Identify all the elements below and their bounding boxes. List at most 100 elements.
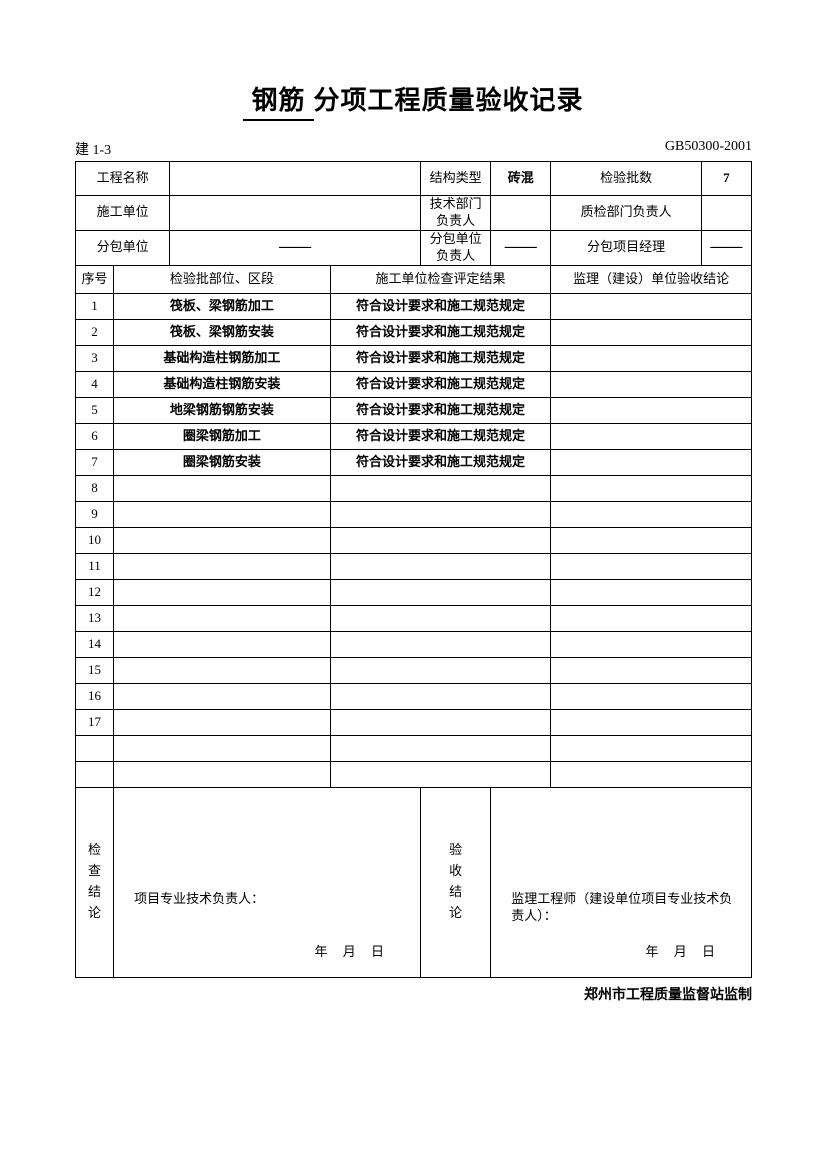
check-date: 年 月 日 (314, 944, 390, 961)
row-seq: 7 (76, 449, 114, 475)
row-conclusion (551, 709, 752, 735)
meta-right: GB50300-2001 (665, 139, 752, 159)
row-result (330, 553, 551, 579)
row-conclusion (551, 579, 752, 605)
row-seq: 15 (76, 657, 114, 683)
row-seq: 11 (76, 553, 114, 579)
header-row-2: 施工单位 技术部门 负责人 质检部门负责人 (76, 196, 752, 231)
row-seq: 14 (76, 631, 114, 657)
row-section (114, 631, 331, 657)
row-seq: 1 (76, 293, 114, 319)
row-result (330, 761, 551, 787)
row-conclusion (551, 293, 752, 319)
proj-name-label: 工程名称 (76, 162, 170, 196)
row-conclusion (551, 319, 752, 345)
row-conclusion (551, 475, 752, 501)
row-conclusion (551, 761, 752, 787)
row-conclusion (551, 345, 752, 371)
main-table: 工程名称 结构类型 砖混 检验批数 7 施工单位 技术部门 负责人 质检部门负责… (75, 161, 752, 978)
table-row: 7圈梁钢筋安装符合设计要求和施工规范规定 (76, 449, 752, 475)
row-section (114, 527, 331, 553)
accept-conclusion-block: 监理工程师（建设单位项目专业技术负责人）： 年 月 日 (491, 787, 752, 977)
row-section (114, 735, 331, 761)
row-section (114, 501, 331, 527)
table-row: 12 (76, 579, 752, 605)
row-seq: 8 (76, 475, 114, 501)
table-row: 1筏板、梁钢筋加工符合设计要求和施工规范规定 (76, 293, 752, 319)
table-row: 14 (76, 631, 752, 657)
table-row: 15 (76, 657, 752, 683)
table-row: 17 (76, 709, 752, 735)
row-seq: 17 (76, 709, 114, 735)
row-seq: 9 (76, 501, 114, 527)
row-section: 圈梁钢筋加工 (114, 423, 331, 449)
qc-dept-label: 质检部门负责人 (551, 196, 701, 231)
table-row: 6圈梁钢筋加工符合设计要求和施工规范规定 (76, 423, 752, 449)
row-conclusion (551, 657, 752, 683)
title-prefix: 钢筋 (243, 80, 313, 121)
row-seq: 2 (76, 319, 114, 345)
table-row: 2筏板、梁钢筋安装符合设计要求和施工规范规定 (76, 319, 752, 345)
batch-count-label: 检验批数 (551, 162, 701, 196)
row-conclusion (551, 423, 752, 449)
header-row-3: 分包单位 —— 分包单位 负责人 —— 分包项目经理 —— (76, 230, 752, 265)
row-seq: 5 (76, 397, 114, 423)
table-row: 3基础构造柱钢筋加工符合设计要求和施工规范规定 (76, 345, 752, 371)
table-row: 11 (76, 553, 752, 579)
row-conclusion (551, 527, 752, 553)
subcontractor-value: —— (170, 230, 421, 265)
row-result (330, 709, 551, 735)
row-result: 符合设计要求和施工规范规定 (330, 423, 551, 449)
col-result: 施工单位检查评定结果 (330, 265, 551, 293)
table-row: 9 (76, 501, 752, 527)
column-header-row: 序号 检验批部位、区段 施工单位检查评定结果 监理（建设）单位验收结论 (76, 265, 752, 293)
row-section (114, 475, 331, 501)
row-result (330, 501, 551, 527)
tech-dept-value (491, 196, 551, 231)
row-section (114, 761, 331, 787)
accept-conclusion-label: 验 收 结 论 (421, 787, 491, 977)
table-row (76, 761, 752, 787)
row-result: 符合设计要求和施工规范规定 (330, 345, 551, 371)
sub-unit-head-label: 分包单位 负责人 (421, 230, 491, 265)
row-conclusion (551, 605, 752, 631)
table-row: 8 (76, 475, 752, 501)
row-seq: 13 (76, 605, 114, 631)
row-section (114, 605, 331, 631)
row-seq: 16 (76, 683, 114, 709)
bottom-note: 郑州市工程质量监督站监制 (75, 984, 752, 1004)
row-seq (76, 735, 114, 761)
struct-type-label: 结构类型 (421, 162, 491, 196)
col-section: 检验批部位、区段 (114, 265, 331, 293)
row-result: 符合设计要求和施工规范规定 (330, 319, 551, 345)
row-result (330, 527, 551, 553)
row-seq (76, 761, 114, 787)
col-seq: 序号 (76, 265, 114, 293)
constructor-label: 施工单位 (76, 196, 170, 231)
row-conclusion (551, 735, 752, 761)
row-result: 符合设计要求和施工规范规定 (330, 371, 551, 397)
sub-unit-head-value: —— (491, 230, 551, 265)
row-conclusion (551, 501, 752, 527)
constructor-value (170, 196, 421, 231)
row-section: 圈梁钢筋安装 (114, 449, 331, 475)
title-suffix: 分项工程质量验收记录 (314, 86, 584, 115)
row-section: 基础构造柱钢筋加工 (114, 345, 331, 371)
row-result (330, 605, 551, 631)
row-section: 基础构造柱钢筋安装 (114, 371, 331, 397)
row-result (330, 683, 551, 709)
row-conclusion (551, 683, 752, 709)
row-section (114, 657, 331, 683)
row-seq: 12 (76, 579, 114, 605)
row-section (114, 709, 331, 735)
row-seq: 6 (76, 423, 114, 449)
sub-pm-value: —— (701, 230, 751, 265)
subcontractor-label: 分包单位 (76, 230, 170, 265)
row-section (114, 683, 331, 709)
row-result: 符合设计要求和施工规范规定 (330, 449, 551, 475)
table-row: 16 (76, 683, 752, 709)
footer-row: 检 查 结 论 项目专业技术负责人： 年 月 日 验 收 结 论 监理工程师（建… (76, 787, 752, 977)
row-seq: 10 (76, 527, 114, 553)
row-section: 筏板、梁钢筋加工 (114, 293, 331, 319)
row-seq: 3 (76, 345, 114, 371)
